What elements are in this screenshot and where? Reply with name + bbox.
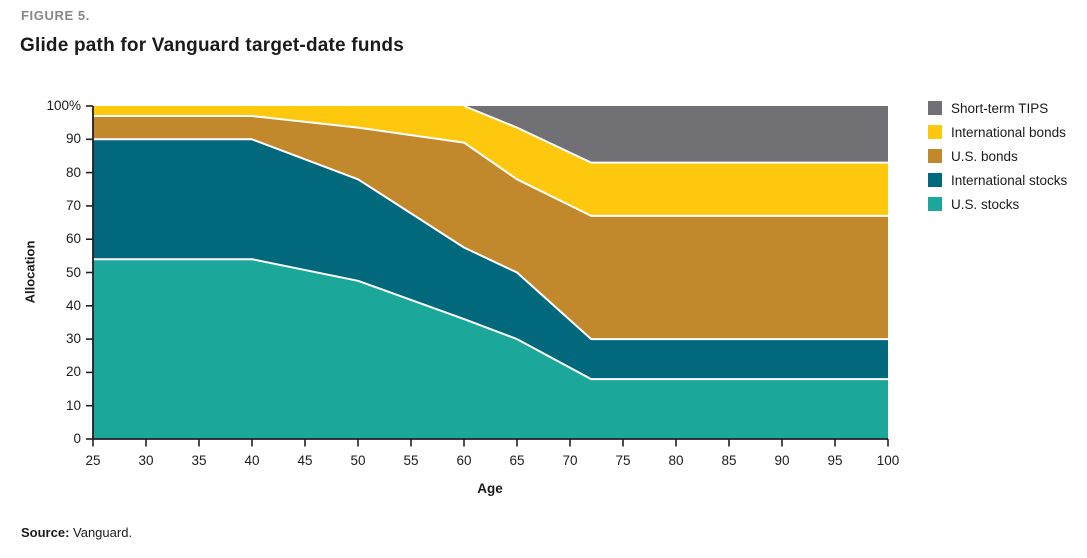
x-axis-tick-label: 60 xyxy=(456,453,472,468)
x-axis-tick-label: 55 xyxy=(403,453,419,468)
x-axis-tick-label: 40 xyxy=(244,453,260,468)
x-axis-tick-label: 85 xyxy=(721,453,737,468)
legend-label: U.S. stocks xyxy=(951,196,1020,212)
y-axis-tick-label: 50 xyxy=(65,264,81,280)
y-axis-tick-label: 70 xyxy=(65,197,81,213)
source-line: Source: Vanguard. xyxy=(21,525,132,540)
y-axis-tick-label: 40 xyxy=(65,297,81,313)
y-axis-tick-label: 10 xyxy=(65,397,81,413)
legend-label: International stocks xyxy=(951,172,1068,188)
legend-swatch-international-stocks xyxy=(928,173,942,187)
x-axis-tick-label: 90 xyxy=(774,453,790,468)
x-axis-tick-label: 75 xyxy=(615,453,631,468)
source-text: Vanguard. xyxy=(69,525,133,540)
y-axis-tick-label: 100% xyxy=(46,98,81,113)
x-axis-tick-label: 65 xyxy=(509,453,525,468)
x-axis-tick-label: 30 xyxy=(138,453,154,468)
x-axis-tick-label: 45 xyxy=(297,453,313,468)
x-axis-tick-label: 95 xyxy=(827,453,843,468)
y-axis-tick-label: 90 xyxy=(65,131,81,147)
legend-label: Short-term TIPS xyxy=(951,100,1049,116)
x-axis-title: Age xyxy=(477,481,503,496)
x-axis-tick-label: 35 xyxy=(191,453,207,468)
figure-title: Glide path for Vanguard target-date fund… xyxy=(20,35,405,56)
legend-swatch-short-term-tips xyxy=(928,101,942,115)
legend-item-short-term-tips: Short-term TIPS xyxy=(928,100,1067,116)
x-axis-tick-label: 70 xyxy=(562,453,578,468)
legend-swatch-u-s-stocks xyxy=(928,197,942,211)
area-u-s-stocks xyxy=(93,259,888,439)
legend-item-u-s-bonds: U.S. bonds xyxy=(928,148,1067,164)
chart-legend: Short-term TIPS International bonds U.S. b… xyxy=(928,100,1068,212)
area-international-stocks xyxy=(93,139,888,380)
y-axis-tick-label: 80 xyxy=(65,164,81,180)
legend-label: International bonds xyxy=(951,124,1066,140)
y-axis-tick-label: 60 xyxy=(65,231,81,247)
x-axis-tick-label: 25 xyxy=(85,453,101,468)
legend-item-international-stocks: International stocks xyxy=(928,172,1068,188)
y-axis-tick-label: 30 xyxy=(65,331,81,347)
legend-label: U.S. bonds xyxy=(951,148,1018,164)
y-axis-tick-label: 20 xyxy=(65,364,81,380)
legend-swatch-u-s-bonds xyxy=(928,149,942,163)
x-axis-tick-label: 100 xyxy=(876,453,900,468)
legend-swatch-international-bonds xyxy=(928,125,942,139)
area-short-term-tips xyxy=(93,106,888,163)
boundary-line-u-s-stocks xyxy=(93,258,888,381)
boundary-line-u-s-bonds xyxy=(93,115,888,217)
boundary-line-international-stocks xyxy=(93,138,888,341)
boundary-line-international-bonds xyxy=(463,105,888,164)
x-axis-tick-label: 50 xyxy=(350,453,366,468)
area-u-s-bonds xyxy=(93,116,888,340)
y-axis-tick-label: 0 xyxy=(73,431,81,446)
y-axis-title: Allocation xyxy=(22,240,38,304)
legend-item-international-bonds: International bonds xyxy=(928,124,1067,140)
legend-item-u-s-stocks: U.S. stocks xyxy=(928,196,1067,212)
figure-number-label: FIGURE 5. xyxy=(21,8,90,23)
x-axis-tick-label: 80 xyxy=(668,453,684,468)
source-label: Source: xyxy=(21,525,70,540)
